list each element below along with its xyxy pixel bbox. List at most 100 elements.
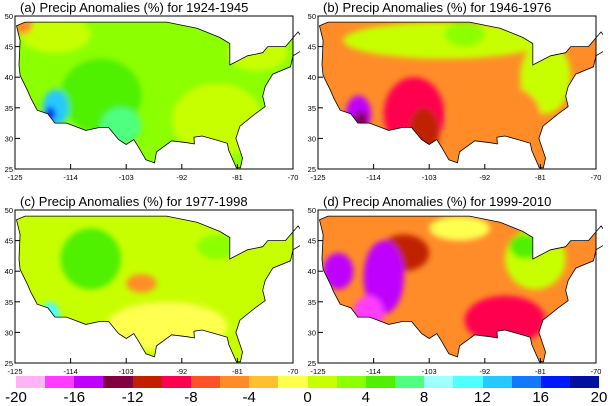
anomaly-region	[100, 107, 142, 145]
map-panel-c: (c) Precip Anomalies (%) for 1977-1998 -1…	[0, 194, 300, 384]
x-tick-label: -103	[119, 367, 134, 376]
us-outline	[319, 21, 603, 169]
anomaly-region	[20, 22, 91, 53]
colorbar-label: 12	[474, 389, 491, 406]
colorbar-label: -20	[5, 389, 27, 406]
plot-frame	[317, 209, 597, 364]
colorbar-bin	[190, 376, 221, 388]
colorbar-bin	[278, 376, 308, 388]
y-tick-label: 50	[308, 206, 316, 215]
anomaly-region	[227, 34, 288, 72]
anomaly-region	[353, 295, 384, 333]
panel-title: (d) Precip Anomalies (%) for 1999-2010	[323, 194, 552, 209]
plot-frame	[14, 209, 294, 364]
anomaly-region	[343, 22, 546, 59]
colorbar	[16, 376, 600, 388]
y-tick-label: 30	[5, 134, 13, 143]
colorbar-bin	[45, 376, 75, 388]
colorbar-bin	[74, 376, 104, 388]
anomaly-region	[40, 301, 61, 339]
x-tick-label: -81	[535, 173, 546, 182]
x-tick-label: -114	[63, 173, 77, 182]
anomaly-region	[126, 274, 157, 293]
anomaly-region	[449, 83, 541, 145]
anomaly-region	[408, 107, 440, 157]
x-tick-label: -103	[119, 173, 134, 182]
y-tick-label: 45	[308, 43, 316, 52]
anomaly-field	[319, 22, 596, 168]
map-panel-a: (a) Precip Anomalies (%) for 1924-1945 -1…	[0, 0, 300, 190]
y-tick-label: 45	[308, 237, 316, 246]
y-tick-label: 25	[5, 359, 13, 368]
x-tick-label: -125	[310, 367, 325, 376]
anomaly-region	[60, 228, 122, 290]
plot-frame	[317, 15, 597, 170]
anomaly-region	[105, 301, 228, 351]
plot-frame	[14, 15, 294, 170]
anomaly-region	[510, 234, 541, 259]
x-tick-label: -81	[535, 367, 546, 376]
y-tick-label: 50	[5, 12, 13, 21]
anomaly-region	[16, 22, 33, 35]
x-tick-label: -92	[479, 173, 490, 182]
x-tick-label: -81	[232, 173, 243, 182]
colorbar-bin	[336, 376, 366, 388]
x-tick-label: -114	[366, 367, 380, 376]
y-tick-label: 35	[308, 104, 316, 113]
y-tick-label: 45	[5, 237, 13, 246]
panel-title: (a) Precip Anomalies (%) for 1924-1945	[20, 0, 249, 15]
colorbar-bin	[161, 376, 191, 388]
colorbar-label: -16	[63, 389, 86, 406]
y-tick-label: 40	[5, 267, 13, 276]
y-tick-label: 40	[308, 73, 316, 82]
colorbar-label: -8	[184, 389, 198, 406]
panel-title: (b) Precip Anomalies (%) for 1946-1976	[323, 0, 552, 15]
us-outline	[319, 215, 603, 363]
colorbar-label: -4	[242, 389, 256, 406]
y-tick-label: 30	[308, 328, 316, 337]
y-tick-label: 35	[5, 104, 13, 113]
colorbar-bin	[249, 376, 279, 388]
x-tick-label: -92	[176, 173, 187, 182]
y-tick-label: 50	[308, 12, 316, 21]
anomaly-region	[429, 216, 490, 241]
map-panel-b: (b) Precip Anomalies (%) for 1946-1976 -1…	[303, 0, 603, 190]
anomaly-region	[42, 89, 69, 127]
colorbar-bin	[453, 376, 483, 388]
y-tick-label: 30	[308, 134, 316, 143]
colorbar-label: 20	[590, 389, 608, 406]
anomaly-region	[196, 234, 238, 259]
colorbar-bin	[482, 376, 512, 388]
us-outline	[16, 215, 300, 363]
colorbar-bin	[103, 376, 133, 388]
anomaly-field	[16, 216, 293, 362]
colorbar-bin	[220, 376, 250, 388]
colorbar-bin	[365, 376, 396, 388]
y-tick-label: 25	[308, 165, 316, 174]
y-tick-label: 50	[5, 206, 13, 215]
y-tick-label: 25	[5, 165, 13, 174]
y-tick-label: 45	[5, 43, 13, 52]
y-tick-label: 25	[308, 359, 316, 368]
y-tick-label: 35	[5, 298, 13, 307]
colorbar-bin	[307, 376, 337, 388]
colorbar-label: -12	[121, 389, 144, 406]
y-tick-label: 40	[5, 73, 13, 82]
x-tick-label: -103	[422, 173, 437, 182]
colorbar-bin	[424, 376, 454, 388]
x-tick-label: -70	[591, 173, 602, 182]
x-tick-label: -70	[288, 367, 299, 376]
colorbar-bin	[569, 376, 600, 388]
x-tick-label: -70	[591, 367, 602, 376]
anomaly-field	[16, 22, 293, 168]
colorbar-label: 8	[419, 389, 429, 406]
y-tick-label: 40	[308, 267, 316, 276]
x-tick-label: -125	[7, 367, 22, 376]
panel-title: (c) Precip Anomalies (%) for 1977-1998	[20, 194, 248, 209]
colorbar-bin	[16, 376, 46, 388]
x-tick-label: -114	[366, 173, 380, 182]
us-outline	[16, 21, 300, 169]
colorbar-bin	[132, 376, 162, 388]
y-tick-label: 35	[308, 298, 316, 307]
anomaly-field	[319, 216, 596, 362]
